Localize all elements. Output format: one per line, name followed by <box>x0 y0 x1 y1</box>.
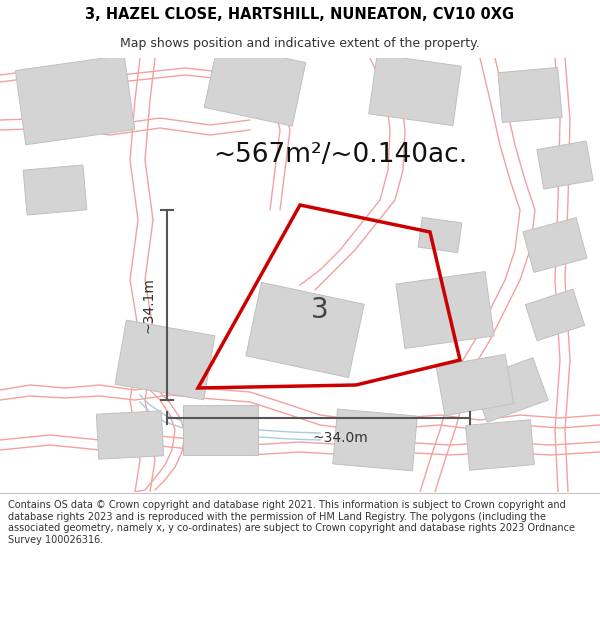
Polygon shape <box>472 357 548 422</box>
Text: Contains OS data © Crown copyright and database right 2021. This information is : Contains OS data © Crown copyright and d… <box>8 500 575 545</box>
Text: ~567m²/~0.140ac.: ~567m²/~0.140ac. <box>213 142 467 168</box>
Text: ~34.1m: ~34.1m <box>141 277 155 333</box>
Polygon shape <box>115 320 215 400</box>
Polygon shape <box>204 44 306 126</box>
Text: ~34.0m: ~34.0m <box>312 431 368 445</box>
Polygon shape <box>466 420 535 470</box>
Text: 3, HAZEL CLOSE, HARTSHILL, NUNEATON, CV10 0XG: 3, HAZEL CLOSE, HARTSHILL, NUNEATON, CV1… <box>85 7 515 22</box>
Polygon shape <box>369 54 461 126</box>
Text: 3: 3 <box>311 296 329 324</box>
Polygon shape <box>418 217 462 252</box>
Polygon shape <box>23 165 87 215</box>
Polygon shape <box>97 411 164 459</box>
Polygon shape <box>333 409 417 471</box>
Polygon shape <box>182 405 257 455</box>
Polygon shape <box>396 271 494 349</box>
Polygon shape <box>436 354 514 416</box>
Polygon shape <box>246 282 364 378</box>
Polygon shape <box>16 55 134 145</box>
Polygon shape <box>498 68 562 122</box>
Polygon shape <box>537 141 593 189</box>
Text: Map shows position and indicative extent of the property.: Map shows position and indicative extent… <box>120 37 480 50</box>
Polygon shape <box>523 217 587 272</box>
Polygon shape <box>526 289 584 341</box>
